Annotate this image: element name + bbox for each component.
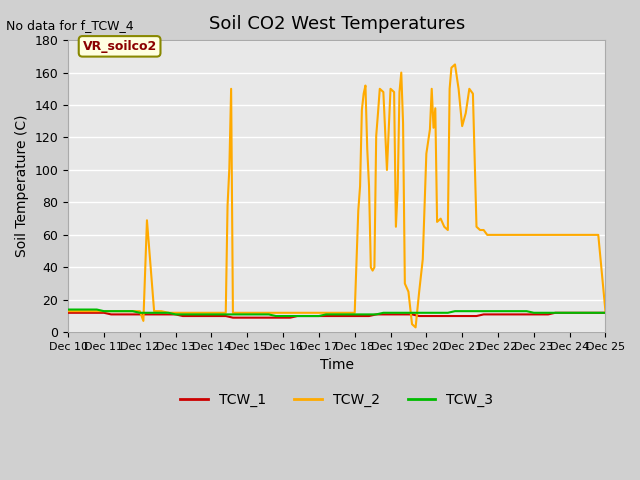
X-axis label: Time: Time (320, 358, 354, 372)
Legend: TCW_1, TCW_2, TCW_3: TCW_1, TCW_2, TCW_3 (175, 388, 499, 413)
Y-axis label: Soil Temperature (C): Soil Temperature (C) (15, 115, 29, 257)
Text: VR_soilco2: VR_soilco2 (83, 40, 157, 53)
Text: No data for f_TCW_4: No data for f_TCW_4 (6, 19, 134, 32)
Title: Soil CO2 West Temperatures: Soil CO2 West Temperatures (209, 15, 465, 33)
